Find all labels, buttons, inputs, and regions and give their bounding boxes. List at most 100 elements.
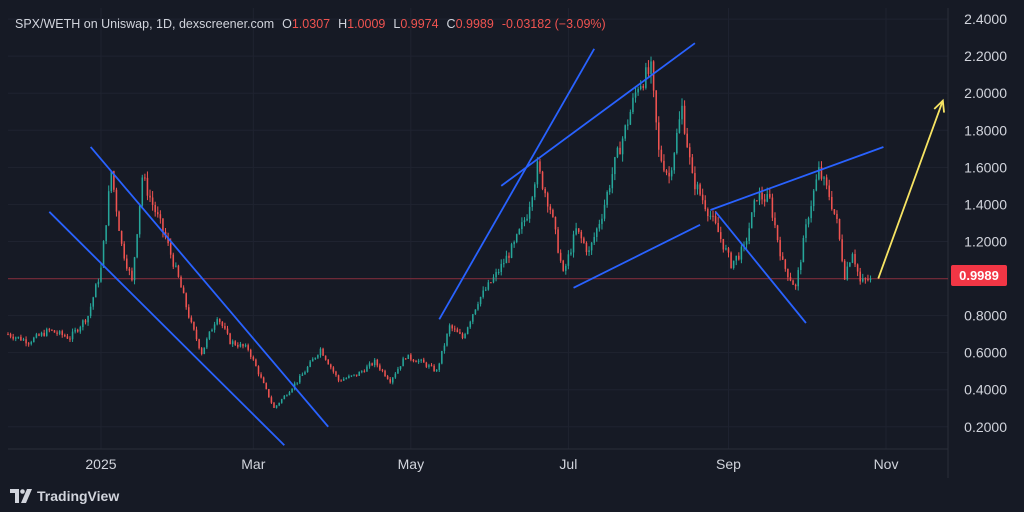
candle-body <box>355 374 358 376</box>
candle-body <box>131 270 133 281</box>
candle-body <box>322 348 324 356</box>
candle-body <box>714 215 717 224</box>
candle-body <box>567 254 570 266</box>
candle-body <box>296 382 299 384</box>
candle-body <box>668 172 670 177</box>
low-value: 0.9974 <box>400 17 439 31</box>
candle-body <box>138 205 141 235</box>
candle-body <box>763 199 766 202</box>
candle-body <box>110 171 113 192</box>
candle-body <box>508 255 510 258</box>
candle-body <box>249 349 252 357</box>
candle-body <box>745 240 748 245</box>
candle-body <box>740 246 743 260</box>
candle-body <box>33 337 35 343</box>
candle-body <box>792 280 794 285</box>
candle-body <box>838 218 841 240</box>
projection-arrow[interactable] <box>877 100 944 279</box>
candle-body <box>177 265 180 277</box>
candle-body <box>554 216 557 230</box>
candle-body <box>771 197 774 218</box>
candle-body <box>113 171 115 190</box>
candle-body <box>670 170 673 177</box>
candle-body <box>766 194 769 202</box>
close-value: 0.9989 <box>455 17 494 31</box>
candle-body <box>696 184 699 190</box>
candle-body <box>608 188 611 193</box>
candle-body <box>495 272 497 278</box>
candle-body <box>712 215 714 217</box>
candle-body <box>126 258 128 269</box>
candle-body <box>43 332 45 336</box>
trendline[interactable] <box>438 48 595 320</box>
trendline[interactable] <box>89 146 329 428</box>
candle-body <box>800 262 802 271</box>
tradingview-logo[interactable]: TradingView <box>10 488 119 504</box>
trendline[interactable] <box>714 211 807 324</box>
candle-body <box>732 260 735 268</box>
candle-body <box>722 238 725 250</box>
drawings[interactable] <box>48 42 945 446</box>
candle-body <box>198 339 200 349</box>
symbol-title[interactable]: SPX/WETH on Uniswap, 1D, dexscreener.com <box>15 17 275 31</box>
candle-body <box>48 329 51 331</box>
candle-body <box>167 237 169 244</box>
candle-body <box>203 347 206 355</box>
candle-body <box>704 200 707 210</box>
candle-body <box>812 190 815 207</box>
candle-body <box>361 371 363 373</box>
candle-body <box>828 185 830 197</box>
close-label: C <box>446 17 456 31</box>
candle-body <box>273 402 275 408</box>
candle-body <box>345 378 348 380</box>
candle-body <box>79 327 82 332</box>
time-axis[interactable]: 2025 Mar May Jul Sep Nov <box>85 456 898 472</box>
candle-body <box>461 333 464 339</box>
projection-arrow-head <box>933 98 945 113</box>
y-tick-label: 0.2000 <box>964 419 1007 435</box>
candle-body <box>133 257 136 281</box>
candle-body <box>572 234 575 253</box>
candle-body <box>206 338 208 348</box>
candle-body <box>389 379 391 383</box>
trendline[interactable] <box>48 211 285 446</box>
candle-body <box>381 369 384 371</box>
candle-body <box>69 338 71 340</box>
candle-body <box>95 284 97 298</box>
candle-body <box>373 359 376 366</box>
candle-body <box>89 306 92 317</box>
candle-body <box>304 372 306 375</box>
candle-body <box>691 157 694 174</box>
candle-body <box>384 370 386 377</box>
candle-body <box>128 268 131 271</box>
candle-body <box>590 242 593 251</box>
candle-body <box>311 359 314 362</box>
candle-body <box>115 189 118 212</box>
candle-body <box>162 218 164 232</box>
candle-body <box>660 149 663 161</box>
trendline[interactable] <box>573 223 701 289</box>
candle-body <box>820 167 823 179</box>
candle-body <box>756 200 758 202</box>
candle-body <box>157 212 159 215</box>
y-tick-label: 1.8000 <box>964 122 1007 138</box>
candle-body <box>397 368 399 374</box>
candle-body <box>645 67 647 88</box>
candle-body <box>544 188 546 194</box>
candle-body <box>867 279 869 281</box>
candle-body <box>392 377 394 383</box>
candle-body <box>169 243 172 255</box>
trendline[interactable] <box>710 146 884 211</box>
low-label: L <box>393 17 401 31</box>
candle-body <box>154 204 156 213</box>
trendline[interactable] <box>500 42 696 187</box>
candle-body <box>709 215 712 217</box>
candle-body <box>151 197 154 205</box>
candle-body <box>776 225 779 241</box>
candle-body <box>420 359 422 361</box>
candle-body <box>17 336 20 338</box>
y-tick-label: 2.4000 <box>964 11 1007 27</box>
candle-body <box>699 184 701 195</box>
